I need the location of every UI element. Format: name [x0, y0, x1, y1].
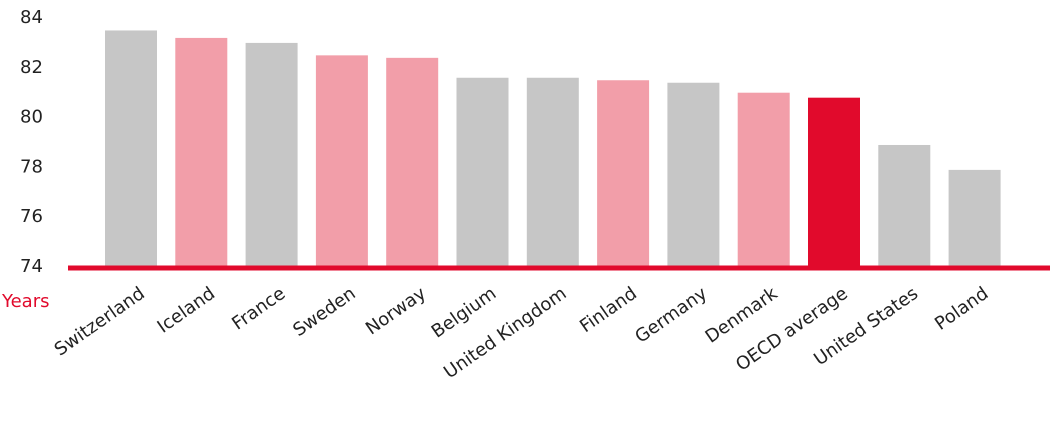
bar	[105, 30, 157, 268]
x-tick-label: France	[228, 283, 289, 335]
y-tick-label: 76	[20, 206, 43, 227]
bar	[526, 77, 579, 267]
y-tick-label: 78	[20, 156, 43, 177]
bar	[808, 97, 860, 268]
y-tick-label: 82	[20, 57, 43, 78]
y-tick-label: 80	[20, 107, 43, 128]
y-tick-label: 74	[20, 256, 43, 277]
bar	[245, 42, 298, 268]
x-tick-label: Poland	[931, 283, 992, 335]
bar	[386, 57, 439, 268]
bar	[456, 77, 509, 267]
x-tick-label: Iceland	[154, 283, 219, 338]
bar	[878, 144, 931, 267]
bar	[175, 37, 228, 267]
bar	[315, 55, 368, 267]
x-tick-label: Norway	[362, 283, 430, 340]
bar	[948, 169, 1001, 267]
x-tick-label: United Kingdom	[440, 283, 570, 383]
x-tick-label: Germany	[631, 283, 711, 348]
y-tick-label: 84	[20, 7, 43, 28]
x-tick-label: Finland	[576, 283, 641, 337]
bar	[667, 82, 720, 268]
x-tick-label: Sweden	[289, 283, 359, 341]
bar	[597, 80, 650, 267]
y-axis-label: Years	[1, 291, 50, 312]
bar	[737, 92, 790, 267]
x-tick-label: Switzerland	[51, 283, 149, 360]
